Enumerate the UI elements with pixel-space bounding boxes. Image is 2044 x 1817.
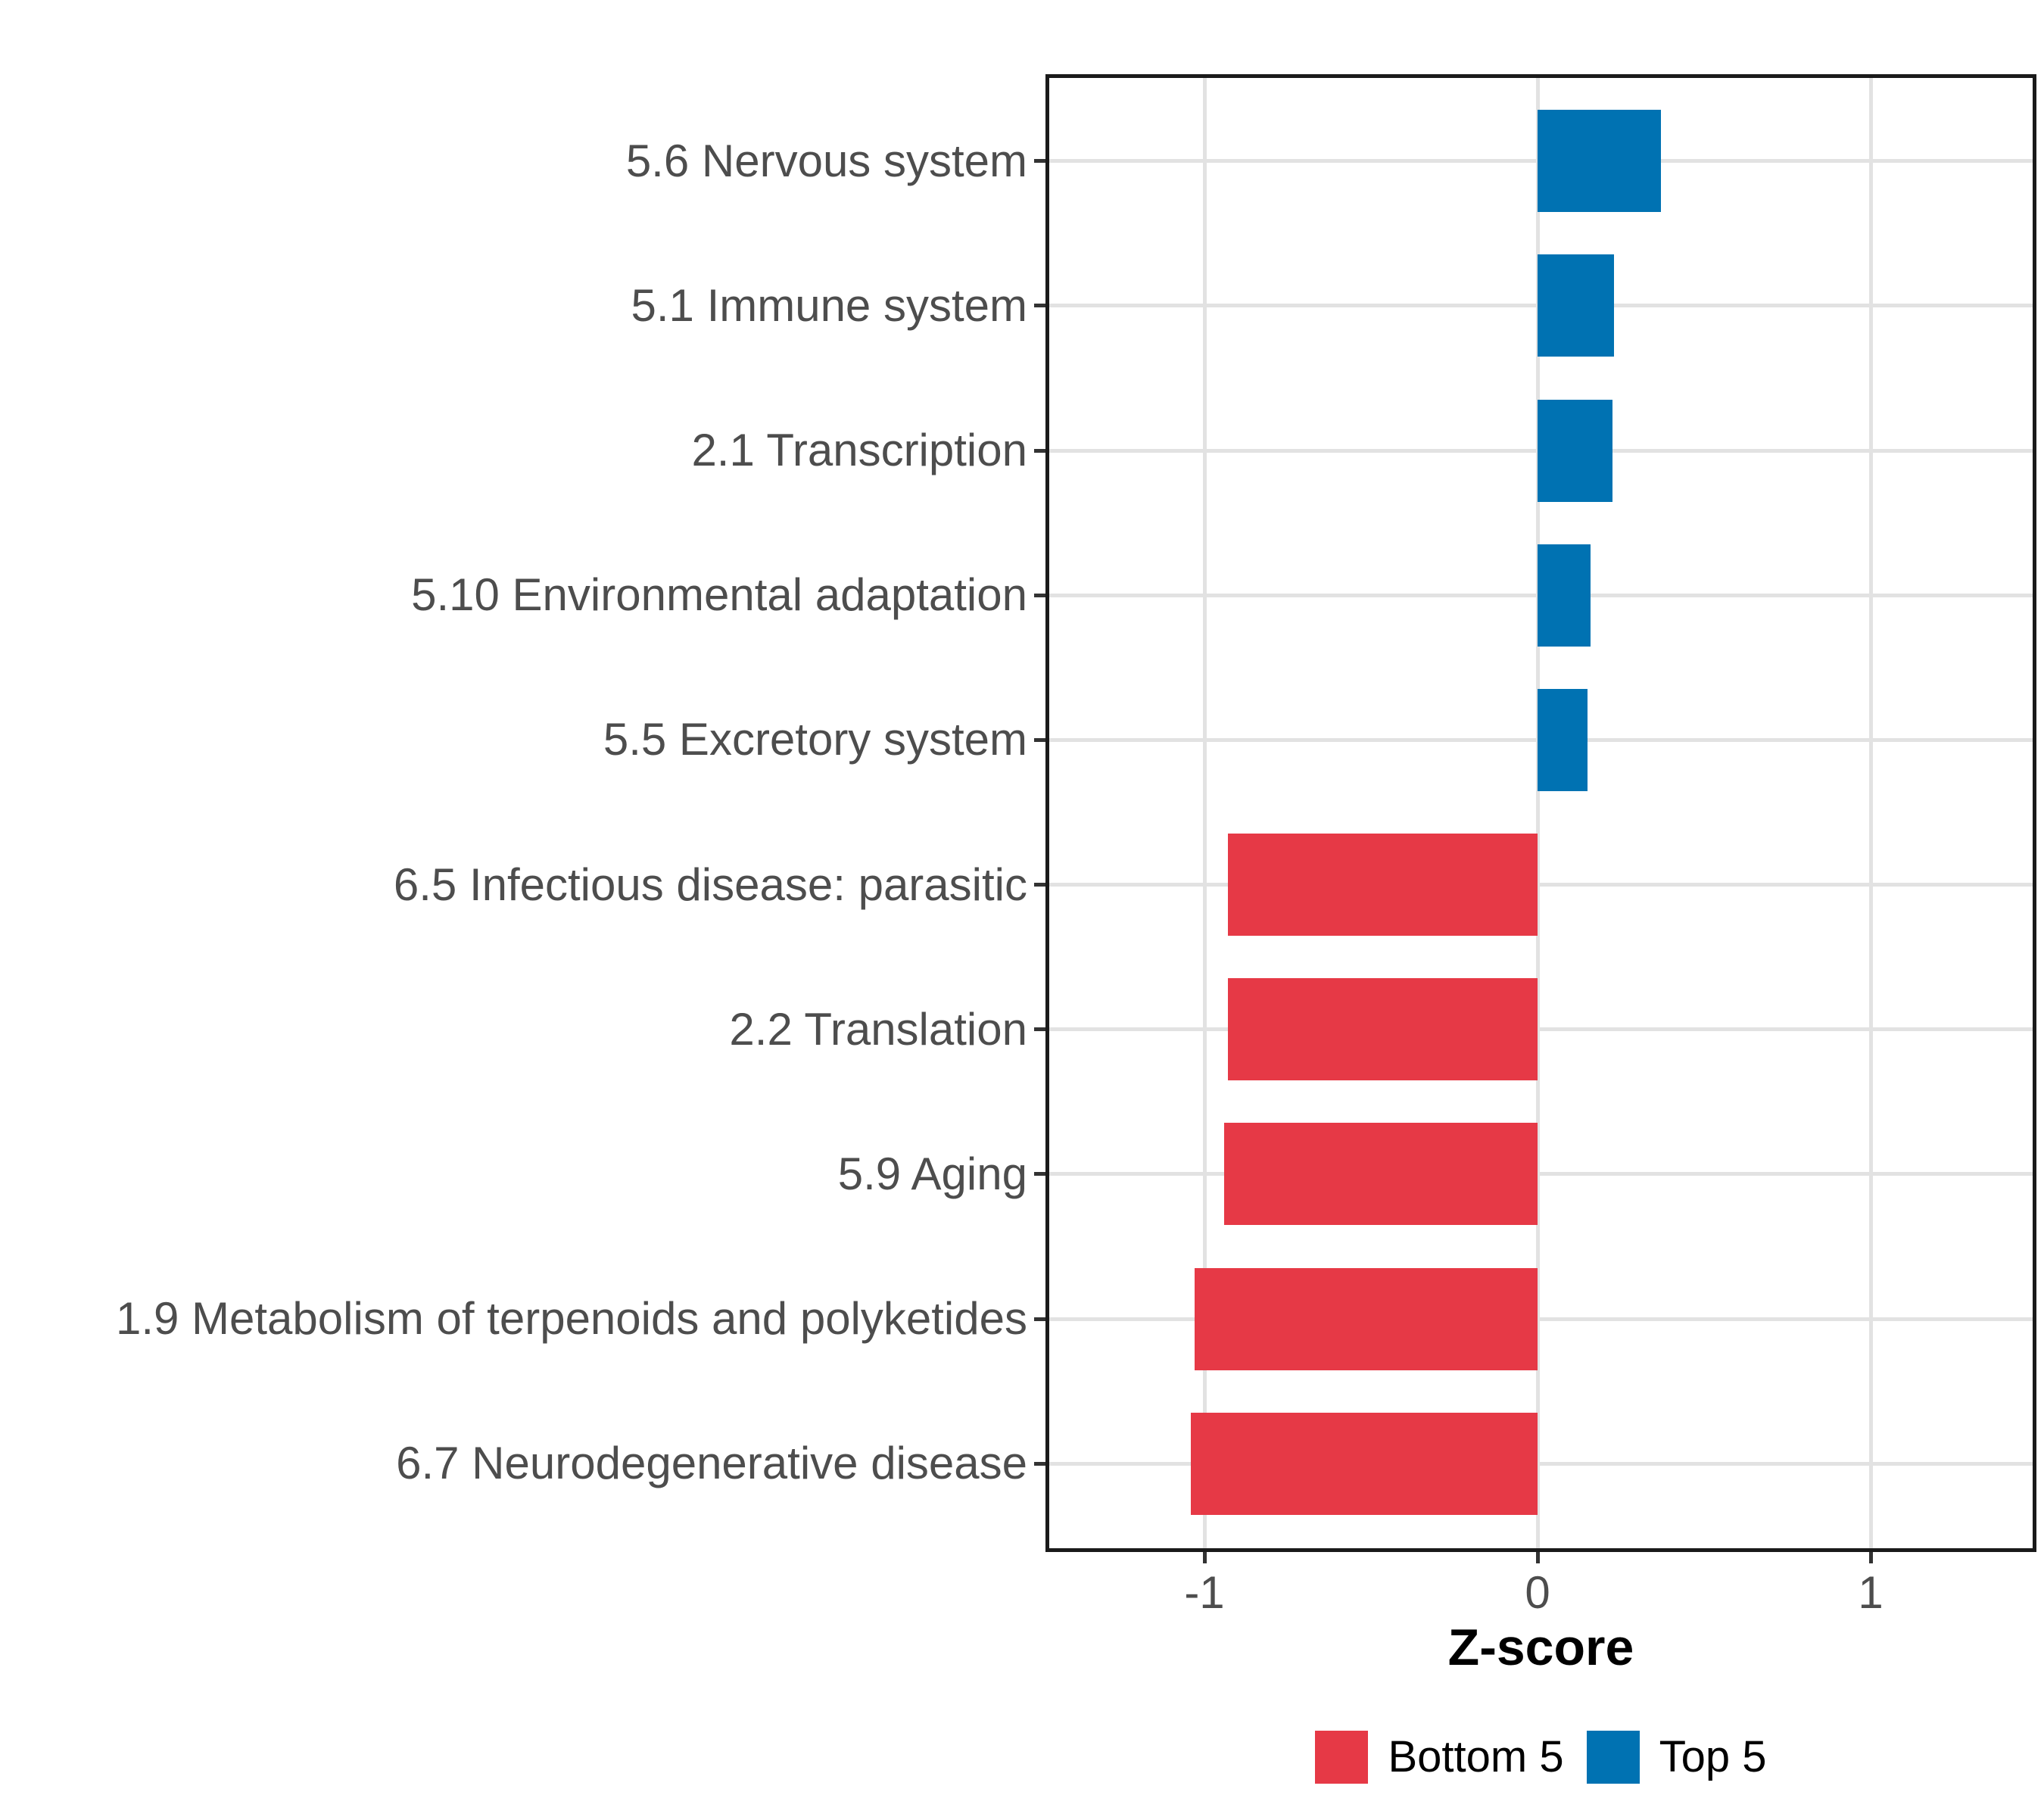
x-axis-title: Z-score: [1447, 1619, 1634, 1676]
y-axis-tick: [1034, 593, 1045, 597]
y-axis-tick: [1034, 737, 1045, 742]
category-label: 5.6 Nervous system: [625, 135, 1027, 186]
bar: [1538, 544, 1591, 647]
y-axis-tick: [1034, 1461, 1045, 1466]
y-gridline: [1049, 1027, 2033, 1032]
y-gridline: [1049, 883, 2033, 887]
legend-label: Bottom 5: [1388, 1732, 1564, 1781]
plot-panel: [1045, 74, 2036, 1552]
x-tick-label: 0: [1525, 1567, 1550, 1618]
y-axis-tick: [1034, 448, 1045, 453]
bar: [1538, 399, 1612, 502]
x-gridline: [1202, 78, 1207, 1548]
y-axis-tick: [1034, 883, 1045, 887]
category-label: 2.1 Transcription: [691, 425, 1027, 476]
category-label: 6.7 Neurodegenerative disease: [396, 1438, 1027, 1489]
category-label: 2.2 Translation: [729, 1003, 1027, 1055]
legend-key-swatch: [1315, 1731, 1369, 1784]
x-axis-tick: [1535, 1552, 1540, 1563]
category-label: 1.9 Metabolism of terpenoids and polyket…: [115, 1293, 1027, 1345]
category-label: 5.10 Environmental adaptation: [411, 569, 1027, 621]
bar: [1227, 978, 1538, 1081]
y-axis-tick: [1034, 1172, 1045, 1177]
bar: [1194, 1267, 1538, 1370]
legend-key-swatch: [1586, 1731, 1640, 1784]
category-label: 5.9 Aging: [837, 1148, 1027, 1199]
bar: [1191, 1412, 1538, 1515]
legend: Bottom 5 Top 5: [1045, 1728, 2036, 1786]
category-label: 6.5 Infectious disease: parasitic: [393, 859, 1027, 910]
bar: [1227, 834, 1538, 937]
bar: [1224, 1123, 1538, 1226]
x-gridline: [1535, 78, 1540, 1548]
bar: [1538, 688, 1588, 791]
legend-entry: Bottom 5: [1315, 1731, 1564, 1784]
x-tick-label: -1: [1184, 1567, 1225, 1618]
x-axis-tick: [1202, 1552, 1207, 1563]
category-label: 5.5 Excretory system: [603, 714, 1027, 765]
bar: [1538, 110, 1661, 213]
y-axis-tick: [1034, 1027, 1045, 1032]
y-axis-tick: [1034, 159, 1045, 164]
legend-entry: Top 5: [1586, 1731, 1767, 1784]
legend-label: Top 5: [1659, 1732, 1767, 1781]
x-tick-label: 1: [1858, 1567, 1884, 1618]
y-axis-tick: [1034, 1317, 1045, 1321]
bar: [1538, 254, 1615, 357]
x-axis-tick: [1868, 1552, 1873, 1563]
y-gridline: [1049, 1317, 2033, 1321]
y-axis-tick: [1034, 304, 1045, 308]
y-gridline: [1049, 1172, 2033, 1177]
y-gridline: [1049, 1461, 2033, 1466]
x-gridline: [1868, 78, 1873, 1548]
category-label: 5.1 Immune system: [631, 279, 1027, 331]
